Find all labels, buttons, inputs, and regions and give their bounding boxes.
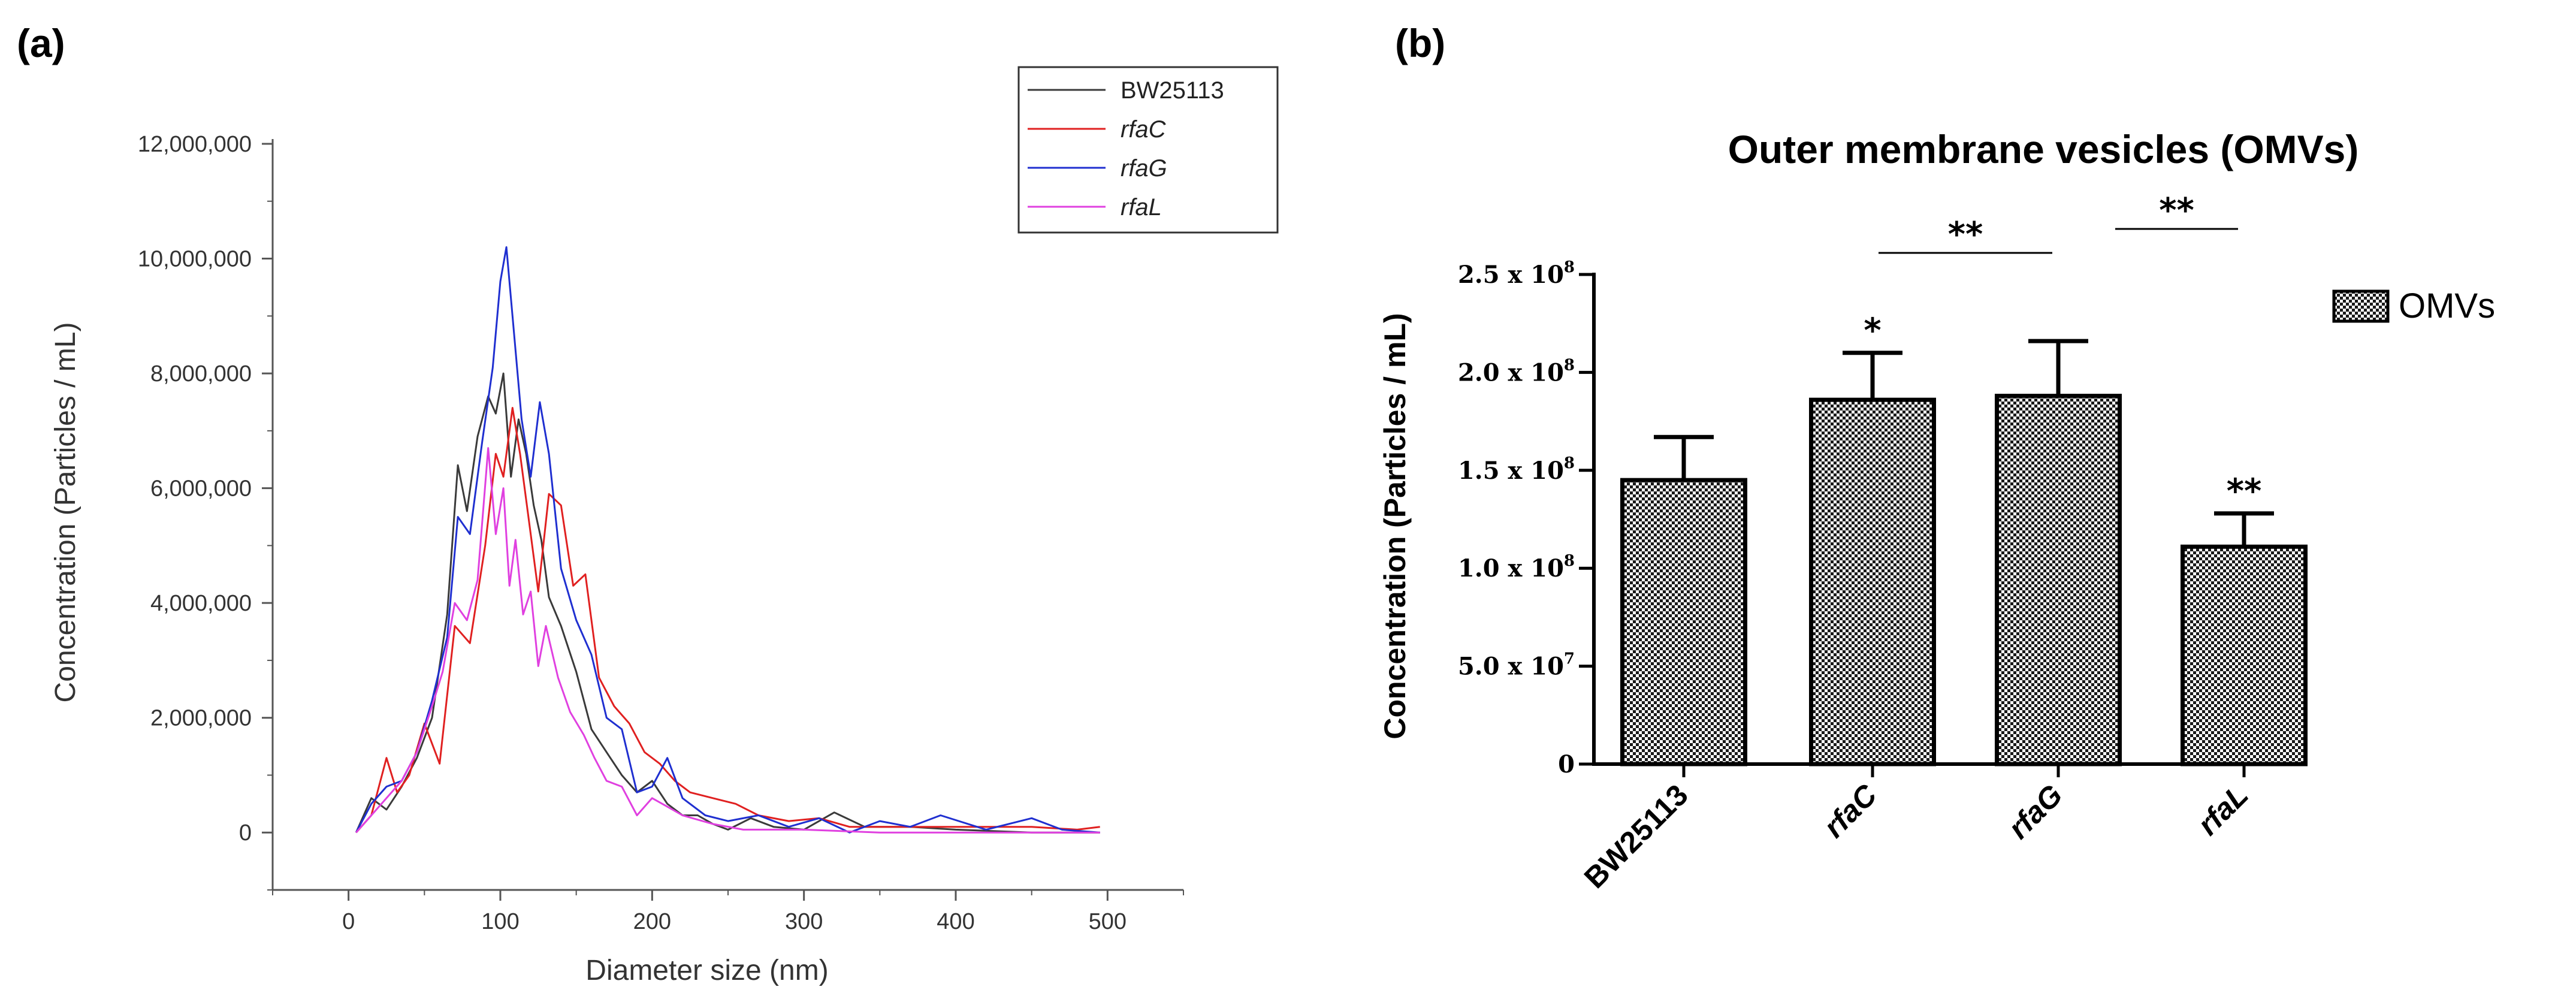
- y-tick-label: 12,000,000: [138, 132, 252, 157]
- y-tick-label: 10,000,000: [138, 247, 252, 272]
- series-line-rfaC: [355, 407, 1100, 834]
- category-label-rfaL: rfaL: [2191, 778, 2254, 841]
- y-tick-label: 4,000,000: [150, 591, 252, 616]
- x-tick-label: 300: [785, 909, 823, 934]
- y-tick-label: 8,000,000: [150, 361, 252, 387]
- x-tick-label: 100: [481, 909, 519, 934]
- legend-box: [1017, 66, 1279, 234]
- series-line-rfaG: [355, 246, 1100, 834]
- x-tick-label: 500: [1089, 909, 1127, 934]
- bar-BW25113: [1620, 478, 1747, 766]
- series-line-rfaL: [355, 447, 1100, 834]
- y-tick-label-b: 2.0 x 108: [1458, 356, 1575, 387]
- y-tick-label: 0: [239, 820, 252, 846]
- y-tick-label: 2,000,000: [150, 706, 252, 731]
- category-labels: BW25113 rfaC rfaG rfaL: [1578, 778, 2255, 895]
- series-line-BW25113: [355, 372, 1100, 834]
- legend-swatch-omvs: [2332, 289, 2390, 323]
- axes: [271, 139, 1183, 891]
- legend-label-rfaC: rfaC: [1121, 116, 1167, 143]
- y-tick-label-b: 2.5 x 108: [1458, 258, 1575, 289]
- legend-b: OMVs: [2332, 286, 2495, 325]
- bar-rfaL: [2181, 544, 2308, 766]
- bar-rfaG: [1995, 394, 2122, 766]
- x-tick-label: 200: [633, 909, 671, 934]
- bar-rfaC: [1809, 397, 1936, 766]
- x-tick-label: 400: [937, 909, 974, 934]
- panel-a-label: (a): [17, 21, 65, 65]
- legend-label-omvs: OMVs: [2399, 286, 2495, 325]
- y-tick-label-b: 0: [1558, 750, 1575, 778]
- y-axis-label: Concentration (Particles / mL): [50, 322, 81, 703]
- significance-rfaC: *: [1864, 312, 1881, 351]
- legend: BW25113 rfaC rfaG rfaL: [1017, 66, 1279, 234]
- series-lines: [355, 246, 1100, 834]
- legend-label-rfaG: rfaG: [1121, 155, 1167, 182]
- panel-b-label: (b): [1395, 21, 1445, 65]
- y-tick-label-b: 1.5 x 108: [1458, 454, 1575, 485]
- category-label-rfaG: rfaG: [2001, 778, 2068, 845]
- y-axis-label-b: Concentration (Particles / mL): [1378, 313, 1412, 739]
- significance-marks: *******: [1864, 191, 2261, 511]
- x-axis-label: Diameter size (nm): [585, 955, 828, 986]
- category-label-BW25113: BW25113: [1578, 778, 1695, 895]
- bars: [1620, 339, 2308, 766]
- x-tick-label: 0: [342, 909, 355, 934]
- bracket-label-rfaC-rfaG: **: [1948, 215, 1983, 254]
- legend-label-rfaL: rfaL: [1121, 194, 1162, 221]
- bar-chart-panel-b: Outer membrane vesicles (OMVs) Concentra…: [1378, 127, 2495, 895]
- significance-rfaL: **: [2227, 472, 2262, 511]
- category-label-rfaC: rfaC: [1817, 778, 1883, 844]
- line-chart-panel-a: 0 2,000,000 4,000,000 6,000,000 8,000,000 10,…: [50, 66, 1279, 986]
- y-tick-label: 6,000,000: [150, 476, 252, 502]
- chart-title: Outer membrane vesicles (OMVs): [1728, 127, 2359, 171]
- bracket-label-rfaG-rfaL: **: [2159, 191, 2194, 230]
- legend-label-BW25113: BW25113: [1121, 77, 1224, 104]
- y-ticks-b: 0 5.0 x 107 1.0 x 108 1.5 x 108 2.0 x 108 2.5…: [1458, 258, 1594, 778]
- y-ticks: 0 2,000,000 4,000,000 6,000,000 8,000,000 10,…: [138, 132, 273, 891]
- y-tick-label-b: 5.0 x 107: [1458, 650, 1575, 681]
- y-tick-label-b: 1.0 x 108: [1458, 552, 1575, 583]
- axes-b: [1592, 273, 2295, 777]
- x-ticks: 0 100 200 300 400 500: [272, 890, 1184, 934]
